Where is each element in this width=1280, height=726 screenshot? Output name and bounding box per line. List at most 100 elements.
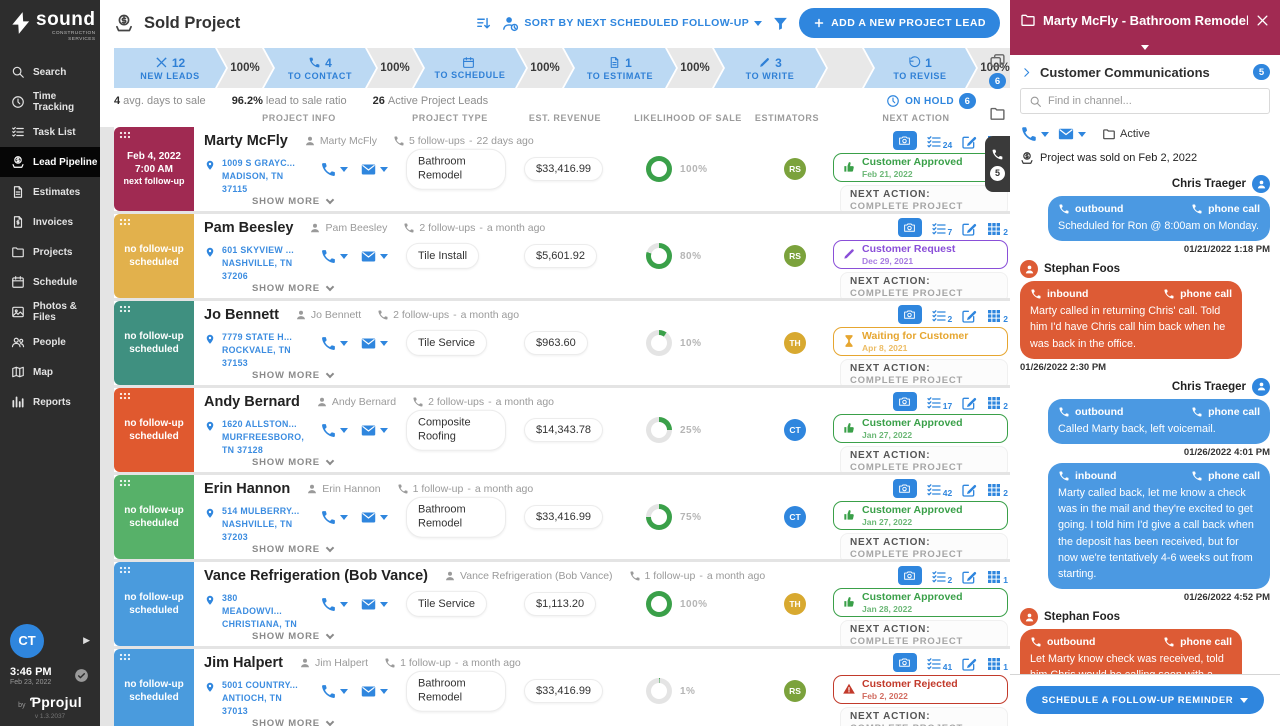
edit-note-button[interactable]	[961, 395, 977, 411]
status-badge[interactable]: Customer Request Dec 29, 2021	[833, 240, 1008, 269]
sort-direction-button[interactable]	[475, 15, 492, 32]
tasks-button[interactable]: 2	[931, 308, 952, 324]
estimator-avatar[interactable]: TH	[784, 332, 806, 354]
followup-block[interactable]: no follow-up scheduled	[114, 475, 194, 559]
edit-note-button[interactable]	[961, 482, 977, 498]
contact-person[interactable]: Jim Halpert	[299, 657, 368, 669]
show-more-button[interactable]: SHOW MORE	[252, 282, 335, 294]
stage-to-contact[interactable]: 4 TO CONTACT	[264, 48, 376, 88]
edit-note-button[interactable]	[961, 308, 977, 324]
documents-tab-icon[interactable]	[989, 105, 1006, 122]
message-bubble[interactable]: inbound phone call Marty called in retur…	[1020, 281, 1242, 359]
estimator-avatar[interactable]: RS	[784, 680, 806, 702]
apps-button[interactable]: 2	[986, 221, 1008, 237]
call-button[interactable]	[320, 683, 348, 700]
status-badge[interactable]: Customer Approved Jan 27, 2022	[833, 414, 1008, 443]
apps-button[interactable]: 1	[986, 656, 1008, 672]
followup-block[interactable]: Feb 4, 2022 7:00 AM next follow-up	[114, 127, 194, 211]
address-link[interactable]: 1009 S GRAYC... MADISON, TN 37115	[222, 158, 296, 194]
followup-block[interactable]: no follow-up scheduled	[114, 649, 194, 726]
close-icon[interactable]	[1255, 13, 1270, 28]
tasks-button[interactable]: 41	[926, 656, 952, 672]
email-button[interactable]	[1057, 125, 1086, 143]
email-button[interactable]	[360, 683, 388, 700]
email-button[interactable]	[360, 248, 388, 265]
sort-by-dropdown[interactable]: SORT BY NEXT SCHEDULED FOLLOW-UP	[502, 15, 763, 32]
photos-button[interactable]	[897, 218, 922, 237]
on-hold-button[interactable]: ON HOLD 6	[886, 93, 976, 109]
show-more-button[interactable]: SHOW MORE	[252, 195, 335, 207]
contact-person[interactable]: Andy Bernard	[316, 396, 396, 408]
call-button[interactable]	[320, 509, 348, 526]
sidebar-item-schedule[interactable]: Schedule	[0, 267, 100, 297]
expand-sidebar-arrow[interactable]: ▶	[83, 635, 90, 646]
communications-tab[interactable]: 5	[985, 136, 1010, 192]
photos-button[interactable]	[897, 566, 922, 585]
apps-button[interactable]: 2	[986, 482, 1008, 498]
photos-button[interactable]	[897, 305, 922, 324]
lead-name[interactable]: Erin Hannon	[204, 481, 291, 497]
drag-handle-icon[interactable]	[119, 566, 130, 574]
tasks-button[interactable]: 17	[926, 395, 952, 411]
filter-button[interactable]	[772, 15, 789, 32]
sidebar-item-map[interactable]: Map	[0, 357, 100, 387]
address-link[interactable]: 1620 ALLSTON... MURFREESBORO, TN 37128	[222, 419, 305, 455]
message-bubble[interactable]: outbound phone call Scheduled for Ron @ …	[1048, 196, 1270, 242]
followup-block[interactable]: no follow-up scheduled	[114, 562, 194, 646]
drag-handle-icon[interactable]	[119, 305, 130, 313]
estimator-avatar[interactable]: CT	[784, 419, 806, 441]
call-button[interactable]	[320, 335, 348, 352]
email-button[interactable]	[360, 335, 388, 352]
edit-note-button[interactable]	[961, 134, 977, 150]
email-button[interactable]	[360, 161, 388, 178]
lead-name[interactable]: Andy Bernard	[204, 394, 300, 410]
call-button[interactable]	[320, 161, 348, 178]
drag-handle-icon[interactable]	[119, 218, 130, 226]
followup-block[interactable]: no follow-up scheduled	[114, 388, 194, 472]
edit-note-button[interactable]	[961, 221, 977, 237]
edit-note-button[interactable]	[961, 656, 977, 672]
drag-handle-icon[interactable]	[119, 479, 130, 487]
photos-tab-icon[interactable]	[989, 52, 1006, 69]
apps-button[interactable]: 1	[986, 569, 1008, 585]
call-button[interactable]	[320, 596, 348, 613]
show-more-button[interactable]: SHOW MORE	[252, 543, 335, 555]
show-more-button[interactable]: SHOW MORE	[252, 717, 335, 726]
edit-note-button[interactable]	[961, 569, 977, 585]
sidebar-item-reports[interactable]: Reports	[0, 387, 100, 417]
call-button[interactable]	[320, 422, 348, 439]
tasks-button[interactable]: 42	[926, 482, 952, 498]
drag-handle-icon[interactable]	[119, 131, 130, 139]
message-bubble[interactable]: outbound phone call Let Marty know check…	[1020, 629, 1242, 674]
message-bubble[interactable]: outbound phone call Called Marty back, l…	[1048, 398, 1270, 444]
estimator-avatar[interactable]: RS	[784, 158, 806, 180]
lead-name[interactable]: Marty McFly	[204, 133, 288, 149]
lead-name[interactable]: Pam Beesley	[204, 220, 294, 236]
status-badge[interactable]: Customer Approved Feb 21, 2022	[833, 153, 1008, 182]
add-project-lead-button[interactable]: ADD A NEW PROJECT LEAD	[799, 8, 1000, 38]
channel-search-input[interactable]	[1048, 95, 1261, 107]
lead-name[interactable]: Jim Halpert	[204, 655, 283, 671]
address-link[interactable]: 380 MEADOWVI... CHRISTIANA, TN	[222, 593, 298, 629]
status-badge[interactable]: Customer Approved Jan 27, 2022	[833, 501, 1008, 530]
sidebar-item-people[interactable]: People	[0, 327, 100, 357]
stage-to-schedule[interactable]: TO SCHEDULE	[414, 48, 526, 88]
apps-button[interactable]: 2	[986, 395, 1008, 411]
active-folder-toggle[interactable]: Active	[1102, 127, 1150, 141]
contact-person[interactable]: Pam Beesley	[309, 222, 387, 234]
address-link[interactable]: 601 SKYVIEW ... NASHVILLE, TN 37206	[222, 245, 294, 281]
photos-button[interactable]	[892, 131, 917, 150]
sidebar-item-task-list[interactable]: Task List	[0, 117, 100, 147]
email-button[interactable]	[360, 422, 388, 439]
status-badge[interactable]: Customer Approved Jan 28, 2022	[833, 588, 1008, 617]
sidebar-item-invoices[interactable]: Invoices	[0, 207, 100, 237]
lead-name[interactable]: Jo Bennett	[204, 307, 279, 323]
email-button[interactable]	[360, 596, 388, 613]
sidebar-item-photos-files[interactable]: Photos & Files	[0, 297, 100, 327]
tasks-button[interactable]: 2	[931, 569, 952, 585]
drag-handle-icon[interactable]	[119, 392, 130, 400]
sidebar-item-search[interactable]: Search	[0, 57, 100, 87]
email-button[interactable]	[360, 509, 388, 526]
address-link[interactable]: 7779 STATE H... ROCKVALE, TN 37153	[222, 332, 293, 368]
schedule-followup-button[interactable]: SCHEDULE A FOLLOW-UP REMINDER	[1025, 686, 1265, 714]
